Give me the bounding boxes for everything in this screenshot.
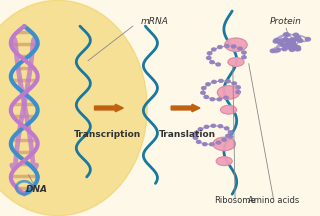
Circle shape [202,87,206,90]
Circle shape [210,98,215,101]
Circle shape [298,39,303,42]
Ellipse shape [217,86,240,99]
FancyArrow shape [171,104,200,112]
Circle shape [242,51,246,54]
Text: mRNA: mRNA [141,17,169,26]
Circle shape [228,135,233,138]
Circle shape [278,40,284,43]
Circle shape [283,38,288,41]
Text: Amino acids: Amino acids [248,196,299,205]
Circle shape [218,46,222,49]
Circle shape [292,44,297,48]
Circle shape [194,132,198,135]
Circle shape [228,131,233,134]
Circle shape [278,41,283,44]
Circle shape [290,42,295,46]
Circle shape [295,37,300,40]
Ellipse shape [225,38,247,51]
Text: Transcription: Transcription [74,130,141,138]
Circle shape [293,33,299,37]
Circle shape [288,39,293,43]
Circle shape [295,47,300,51]
Ellipse shape [228,58,244,66]
Circle shape [238,47,242,50]
Circle shape [270,49,276,52]
Ellipse shape [220,105,236,114]
Circle shape [196,140,201,143]
Circle shape [203,143,207,146]
Circle shape [212,48,216,51]
Circle shape [198,128,203,131]
Circle shape [276,39,281,43]
Circle shape [218,125,223,128]
Circle shape [285,39,290,43]
Circle shape [278,40,283,43]
Circle shape [284,33,289,36]
Circle shape [274,38,279,42]
Circle shape [280,43,285,47]
Circle shape [287,46,292,49]
Circle shape [284,43,290,47]
Text: Ribosome: Ribosome [214,196,256,205]
Circle shape [273,40,278,43]
Circle shape [242,56,246,59]
Ellipse shape [213,137,235,151]
Text: Translation: Translation [159,130,216,138]
Circle shape [231,45,236,48]
Circle shape [305,38,310,41]
Circle shape [219,79,223,82]
Circle shape [224,127,229,130]
Text: DNA: DNA [26,185,48,194]
Circle shape [216,141,221,144]
Circle shape [290,38,295,42]
Ellipse shape [216,157,232,165]
Circle shape [236,86,240,89]
Circle shape [210,143,214,146]
Circle shape [222,138,226,141]
Circle shape [292,38,297,41]
Circle shape [201,91,205,94]
Circle shape [224,96,228,99]
Circle shape [291,41,296,45]
Circle shape [282,47,287,51]
Circle shape [284,33,290,36]
Circle shape [193,136,198,139]
Circle shape [204,95,208,98]
Circle shape [210,61,214,64]
Circle shape [232,82,236,85]
Circle shape [217,98,222,101]
Circle shape [211,124,216,127]
Circle shape [206,56,211,59]
Text: Protein: Protein [270,17,302,26]
Circle shape [212,80,216,83]
Circle shape [225,44,229,48]
Circle shape [206,83,210,86]
Circle shape [226,134,230,137]
Circle shape [226,80,230,83]
Ellipse shape [0,0,147,216]
Circle shape [275,48,280,52]
Circle shape [207,52,212,55]
Circle shape [216,63,220,66]
Circle shape [286,42,291,46]
Circle shape [236,91,240,94]
Circle shape [204,125,209,128]
Circle shape [284,38,289,42]
Circle shape [295,46,300,49]
Circle shape [292,46,297,49]
FancyArrow shape [94,104,123,112]
Circle shape [290,38,295,42]
Circle shape [289,48,294,51]
Circle shape [288,39,293,43]
